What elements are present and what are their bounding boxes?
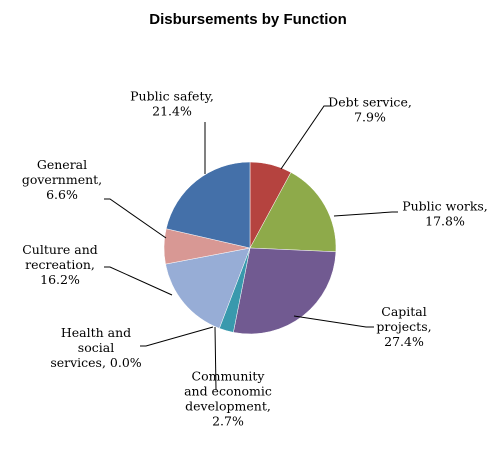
slice-label-line: 7.9% — [354, 110, 386, 125]
slice-label-line: 21.4% — [152, 104, 192, 119]
leader-line-general — [104, 198, 167, 239]
slice-label-line: services, 0.0% — [50, 355, 141, 370]
leader-line-health-and — [140, 326, 214, 347]
slice-label-line: General — [37, 157, 87, 172]
leader-line-community — [214, 326, 217, 391]
slice-label-line: and economic — [184, 384, 272, 399]
slice-label-line: 2.7% — [212, 414, 244, 429]
pie-slices — [163, 161, 337, 335]
slice-label-line: Debt service, — [328, 95, 412, 110]
slice-label-public-works: Public works, 17.8% — [402, 199, 488, 229]
slice-label-line: recreation, — [25, 257, 95, 272]
slice-label-line: Public works, — [402, 199, 488, 214]
leader-line-public-works — [333, 211, 398, 217]
slice-label-capital: Capital projects, 27.4% — [376, 304, 431, 349]
slice-label-culture-and: Culture and recreation, 16.2% — [22, 242, 98, 287]
slice-label-line: Culture and — [22, 242, 98, 257]
slice-label-line: social — [78, 340, 114, 355]
slice-label-line: projects, — [376, 319, 431, 334]
slice-label-debt-service: Debt service, 7.9% — [328, 95, 412, 125]
slice-label-public-safety: Public safety, 21.4% — [130, 89, 214, 119]
slice-label-line: development, — [185, 399, 271, 414]
pie-slice-public-works — [249, 172, 337, 253]
pie-slice-capital — [233, 247, 337, 335]
slice-label-line: Health and — [61, 325, 131, 340]
slice-label-line: Community — [192, 369, 266, 384]
slice-label-health-and: Health and social services, 0.0% — [50, 325, 141, 370]
slice-labels: Debt service, 7.9% Public works, 17.8% Capit… — [22, 89, 488, 429]
slice-label-line: 6.6% — [46, 187, 78, 202]
slice-label-line: Public safety, — [130, 89, 214, 104]
pie-slice-culture-and — [165, 247, 251, 329]
chart-title: Disbursements by Function — [149, 11, 347, 28]
slice-label-line: 27.4% — [384, 334, 424, 349]
leader-line-culture-and — [104, 266, 173, 296]
pie-slice-public-safety — [165, 161, 251, 249]
slice-label-line: 16.2% — [40, 272, 80, 287]
slice-label-line: Capital — [381, 304, 427, 319]
leader-line-capital — [293, 315, 374, 328]
slice-label-line: government, — [22, 172, 102, 187]
leader-line-debt-service — [280, 105, 332, 170]
leader-lines — [104, 105, 398, 391]
slice-label-general: General government, 6.6% — [22, 157, 102, 202]
slice-label-community: Community and economic development, 2.7% — [184, 369, 272, 429]
slice-label-line: 17.8% — [425, 214, 465, 229]
